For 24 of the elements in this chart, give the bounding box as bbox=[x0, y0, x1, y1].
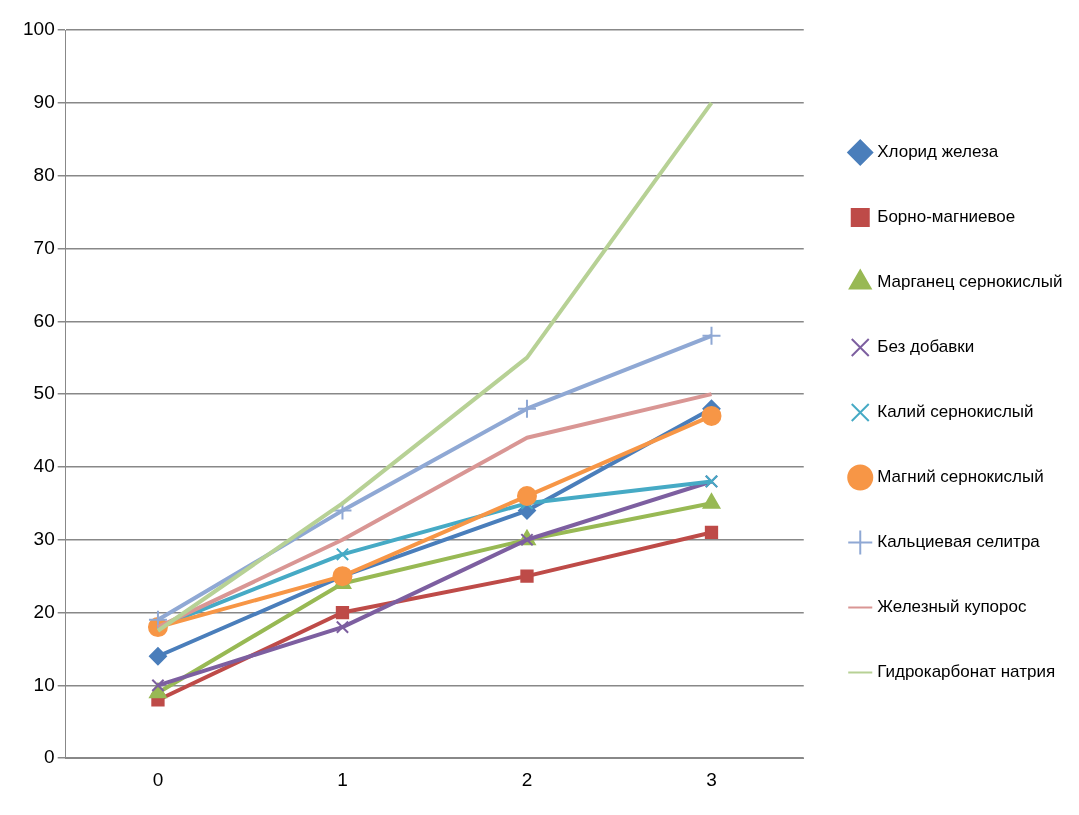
y-tick-label: 50 bbox=[33, 382, 55, 404]
x-tick-label: 1 bbox=[337, 768, 348, 790]
y-tick-label: 0 bbox=[44, 746, 55, 768]
legend-label: Магний сернокислый bbox=[877, 467, 1044, 487]
legend-label: Кальциевая селитра bbox=[877, 532, 1041, 552]
y-tick-label: 100 bbox=[23, 18, 55, 40]
x-tick-label: 3 bbox=[706, 768, 717, 790]
legend-label: Гидрокарбонат натрия bbox=[877, 662, 1056, 682]
y-tick-label: 80 bbox=[33, 163, 55, 185]
legend-label: Железный купорос bbox=[877, 597, 1027, 617]
y-tick-label: 30 bbox=[33, 527, 55, 549]
y-tick-label: 40 bbox=[33, 455, 55, 477]
legend-label: Хлорид железа bbox=[877, 142, 999, 162]
x-tick-label: 0 bbox=[152, 768, 164, 790]
y-tick-label: 90 bbox=[33, 91, 55, 113]
legend-label: Без добавки bbox=[877, 337, 975, 357]
y-tick-label: 10 bbox=[33, 673, 55, 695]
y-tick-label: 20 bbox=[33, 600, 55, 622]
x-tick-label: 2 bbox=[521, 768, 533, 790]
legend-label: Калий сернокислый bbox=[877, 402, 1034, 422]
y-tick-label: 70 bbox=[33, 236, 55, 258]
legend-label: Марганец сернокислый bbox=[877, 272, 1063, 292]
legend-label: Борно-магниевое bbox=[877, 207, 1016, 227]
y-tick-label: 60 bbox=[33, 309, 55, 331]
